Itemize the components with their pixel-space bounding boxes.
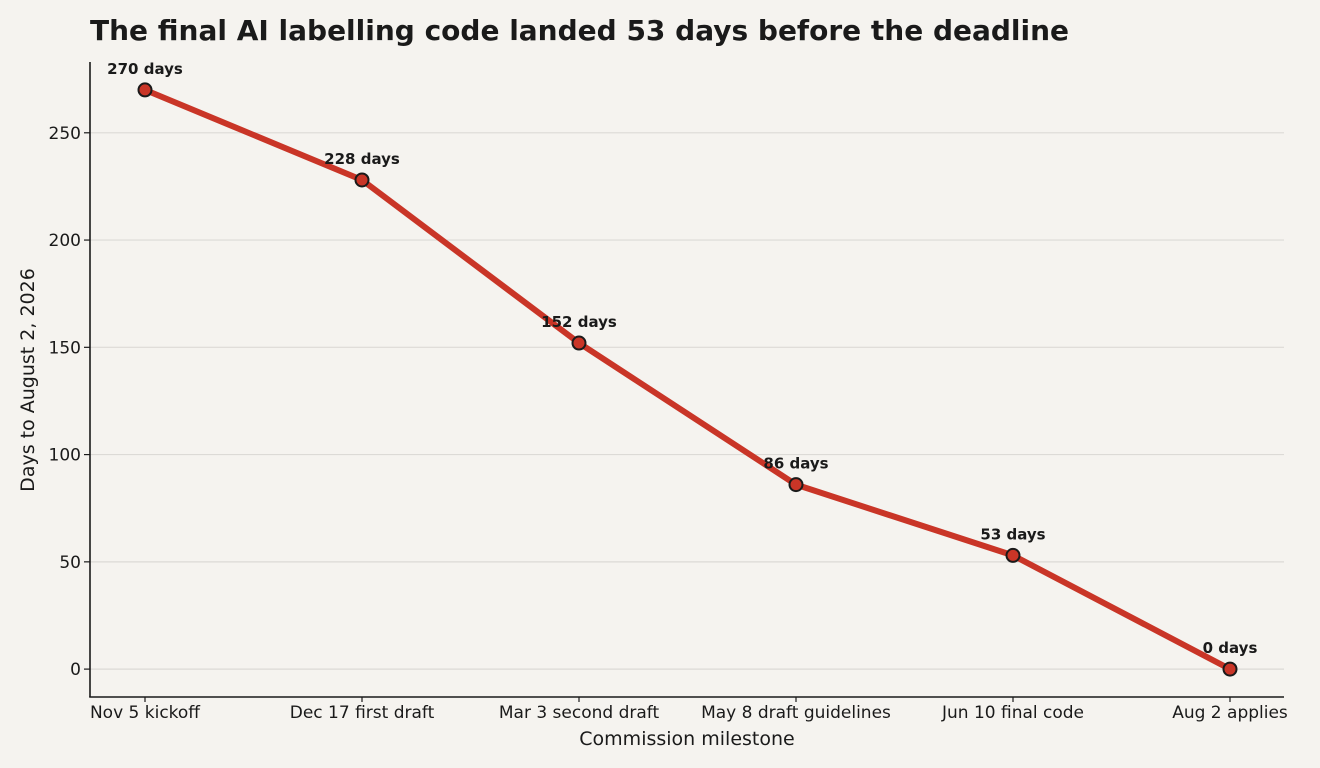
data-point-0: [137, 82, 153, 98]
x-tick-label-5: Aug 2 applies: [1172, 703, 1288, 723]
y-tick-label-0: 0: [70, 660, 81, 680]
data-point-4: [1005, 547, 1021, 563]
data-label-5: 0 days: [1203, 639, 1258, 657]
x-axis-label: Commission milestone: [579, 728, 794, 750]
chart-title: The final AI labelling code landed 53 da…: [90, 14, 1069, 47]
x-tick-label-4: Jun 10 final code: [941, 703, 1084, 723]
data-label-2: 152 days: [541, 313, 617, 331]
data-point-2: [571, 335, 587, 351]
data-label-3: 86 days: [763, 455, 828, 473]
y-tick-label-200: 200: [49, 231, 81, 251]
x-tick-label-0: Nov 5 kickoff: [90, 703, 201, 723]
data-label-0: 270 days: [107, 60, 183, 78]
data-label-4: 53 days: [980, 525, 1045, 543]
data-point-5: [1222, 661, 1238, 677]
x-tick-label-3: May 8 draft guidelines: [701, 703, 891, 723]
y-tick-label-50: 50: [59, 553, 81, 573]
data-point-1: [354, 172, 370, 188]
data-point-3: [788, 477, 804, 493]
grid-lines: [90, 132, 1284, 670]
x-tick-label-2: Mar 3 second draft: [499, 703, 660, 723]
y-axis-ticks: 0 50 100 150 200 250: [49, 124, 90, 680]
y-axis-label: Days to August 2, 2026: [17, 268, 39, 492]
data-labels: 270 days 228 days 152 days 86 days 53 days 0 …: [107, 60, 1257, 657]
series-line-0: [142, 86, 1233, 673]
x-axis-ticks: Nov 5 kickoff Dec 17 first draft Mar 3 sec…: [90, 697, 1288, 723]
y-tick-label-100: 100: [49, 446, 81, 466]
data-label-1: 228 days: [324, 150, 400, 168]
y-tick-label-250: 250: [49, 124, 81, 144]
series-group: [137, 82, 1238, 677]
y-tick-label-150: 150: [49, 338, 81, 358]
x-tick-label-1: Dec 17 first draft: [290, 703, 435, 723]
